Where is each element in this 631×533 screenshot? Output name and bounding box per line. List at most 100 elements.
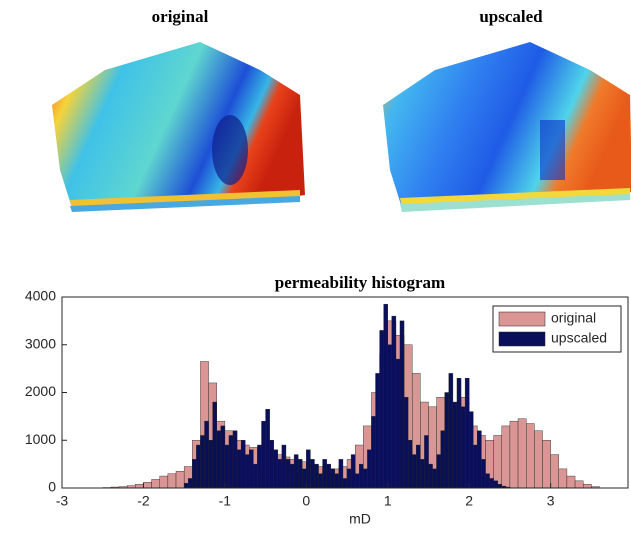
bar: [477, 430, 482, 489]
bar: [135, 483, 144, 489]
bar: [269, 440, 274, 489]
bar: [432, 468, 437, 489]
bar: [566, 475, 576, 489]
bar: [196, 444, 201, 489]
bar: [167, 473, 177, 489]
bar: [208, 440, 213, 489]
x-tick-label: -2: [137, 493, 150, 509]
bar: [534, 430, 543, 489]
bar: [493, 435, 502, 489]
bar: [359, 463, 364, 489]
bar: [183, 483, 189, 489]
bar: [338, 459, 344, 489]
bar: [281, 444, 287, 489]
bar: [253, 463, 258, 489]
bar: [448, 373, 454, 489]
bar: [440, 430, 445, 489]
bar: [354, 473, 360, 489]
bar: [322, 459, 327, 489]
x-axis-label: mD: [349, 511, 371, 527]
bar: [583, 483, 592, 489]
bar: [558, 468, 568, 489]
bar: [204, 420, 209, 489]
bar: [240, 440, 246, 489]
bar: [464, 377, 470, 489]
bar: [212, 401, 217, 489]
bar: [399, 320, 405, 489]
bar: [387, 344, 393, 489]
bar: [493, 480, 498, 489]
y-tick-label: 1000: [25, 431, 56, 447]
bar: [501, 425, 511, 489]
bar: [420, 459, 425, 489]
y-tick-label: 2000: [25, 383, 56, 399]
bar: [314, 463, 319, 489]
bar: [175, 471, 185, 489]
bar: [526, 423, 535, 489]
legend-swatch: [498, 311, 546, 327]
bar: [375, 373, 380, 489]
bar: [151, 479, 160, 489]
bar: [143, 482, 152, 489]
bar: [497, 483, 502, 489]
bar: [411, 454, 417, 489]
bar: [216, 430, 222, 489]
bar: [367, 449, 372, 489]
bar: [326, 463, 331, 489]
bar: [342, 478, 348, 489]
bar: [473, 444, 478, 489]
bar: [273, 449, 279, 489]
bar: [306, 449, 311, 489]
bar: [424, 435, 429, 489]
bar: [444, 392, 450, 489]
x-tick-label: 0: [302, 493, 310, 509]
bar: [277, 459, 283, 489]
bar: [489, 478, 494, 489]
bar: [159, 475, 169, 489]
bar: [517, 418, 527, 489]
x-tick-label: 2: [465, 493, 473, 509]
bar: [261, 420, 266, 489]
bar: [200, 435, 205, 489]
bar: [407, 440, 413, 489]
bar: [403, 397, 409, 489]
bar: [232, 430, 238, 489]
bar: [379, 330, 384, 489]
bar: [428, 463, 433, 489]
bar: [509, 420, 519, 489]
surface-original: [52, 42, 305, 212]
x-tick-label: -3: [56, 493, 69, 509]
bar: [293, 454, 299, 489]
bar: [297, 459, 303, 489]
y-tick-label: 4000: [25, 288, 56, 304]
panel-title: original: [152, 7, 209, 26]
bar: [391, 315, 397, 489]
bar: [363, 468, 368, 489]
y-tick-label: 0: [48, 479, 56, 495]
legend-label: original: [551, 310, 596, 326]
surface-upscaled: [383, 42, 631, 212]
bar: [249, 449, 254, 489]
bar: [574, 480, 584, 489]
bar: [350, 454, 356, 489]
bar: [395, 358, 401, 489]
bar: [481, 459, 486, 489]
bar: [456, 377, 462, 489]
x-tick-label: -1: [219, 493, 232, 509]
bar: [436, 454, 441, 489]
bar: [383, 303, 388, 489]
bar: [550, 454, 559, 489]
legend-label: upscaled: [551, 330, 607, 346]
y-tick-label: 3000: [25, 335, 56, 351]
bar: [346, 468, 352, 489]
bar: [310, 459, 315, 489]
x-tick-label: 3: [547, 493, 555, 509]
legend-swatch: [498, 331, 546, 347]
bar: [416, 444, 421, 489]
bar: [236, 449, 242, 489]
bar: [330, 468, 336, 489]
bar: [289, 463, 295, 489]
chart-title: permeability histogram: [275, 273, 445, 292]
bar: [224, 444, 230, 489]
